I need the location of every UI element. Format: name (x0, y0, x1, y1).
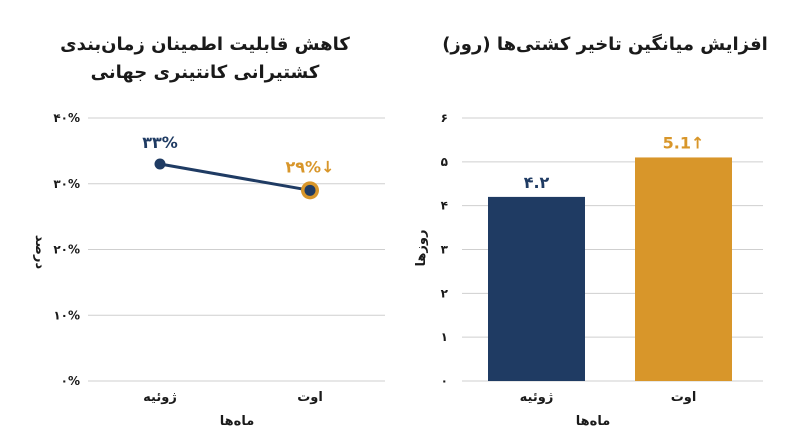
y-tick-label: ۶ (441, 111, 448, 125)
line-chart-gridlines (88, 117, 385, 382)
data-label: 5.1↑ (663, 133, 705, 152)
bar-chart-y-axis-label: روزها (414, 230, 429, 267)
line-chart-y-axis-label: درصد (32, 235, 47, 270)
data-point (304, 184, 316, 196)
x-tick-label: اوت (671, 390, 697, 405)
y-tick-label: ۲۰% (53, 243, 80, 257)
y-tick-label: ۰ (441, 374, 448, 388)
y-tick-label: ۲ (441, 286, 449, 300)
data-label: ۳۳% (142, 133, 178, 152)
bar-chart-bars: ۴.۲ 5.1↑ (488, 133, 732, 381)
line-chart-series: ۳۳% ۲۹%↓ (142, 133, 335, 200)
x-tick-label: ژوئیه (143, 390, 177, 405)
y-tick-label: ۴۰% (53, 111, 80, 125)
data-label: ۴.۲ (524, 173, 550, 192)
y-tick-label: ۰% (61, 374, 80, 388)
x-tick-label: ژوئیه (520, 390, 554, 405)
line-chart-x-ticks: ژوئیه اوت (143, 390, 323, 405)
bar-chart-y-ticks: ۰ ۱ ۲ ۳ ۴ ۵ ۶ (441, 111, 449, 388)
data-point (154, 158, 166, 170)
bar (488, 196, 585, 381)
line-chart-title-line1: کاهش قابلیت اطمینان زمان‌بندی (60, 34, 350, 55)
line-chart-title-line2: کشتیرانی کانتینری جهانی (91, 62, 320, 83)
bar-chart-x-ticks: ژوئیه اوت (520, 390, 697, 405)
data-label: ۲۹%↓ (286, 157, 335, 176)
bar-chart: افزایش میانگین تاخیر کشتی‌ها (روز) ۰ ۱ ۲ ۳ ۴… (414, 33, 768, 429)
y-tick-label: ۳ (441, 243, 449, 257)
bar (635, 157, 732, 381)
y-tick-label: ۵ (441, 155, 448, 169)
y-tick-label: ۱۰% (53, 308, 80, 322)
line-chart-y-ticks: ۰% ۱۰% ۲۰% ۳۰% ۴۰% (53, 111, 80, 388)
bar-chart-x-axis-label: ماه‌ها (576, 414, 611, 429)
line-chart-x-axis-label: ماه‌ها (220, 414, 255, 429)
series-line (159, 162, 311, 192)
line-chart: کاهش قابلیت اطمینان زمان‌بندی کشتیرانی ک… (32, 34, 385, 429)
y-tick-label: ۴ (441, 199, 448, 213)
y-tick-label: ۳۰% (53, 177, 80, 191)
x-tick-label: اوت (297, 390, 323, 405)
y-tick-label: ۱ (441, 330, 448, 344)
bar-chart-title: افزایش میانگین تاخیر کشتی‌ها (روز) (442, 33, 768, 55)
